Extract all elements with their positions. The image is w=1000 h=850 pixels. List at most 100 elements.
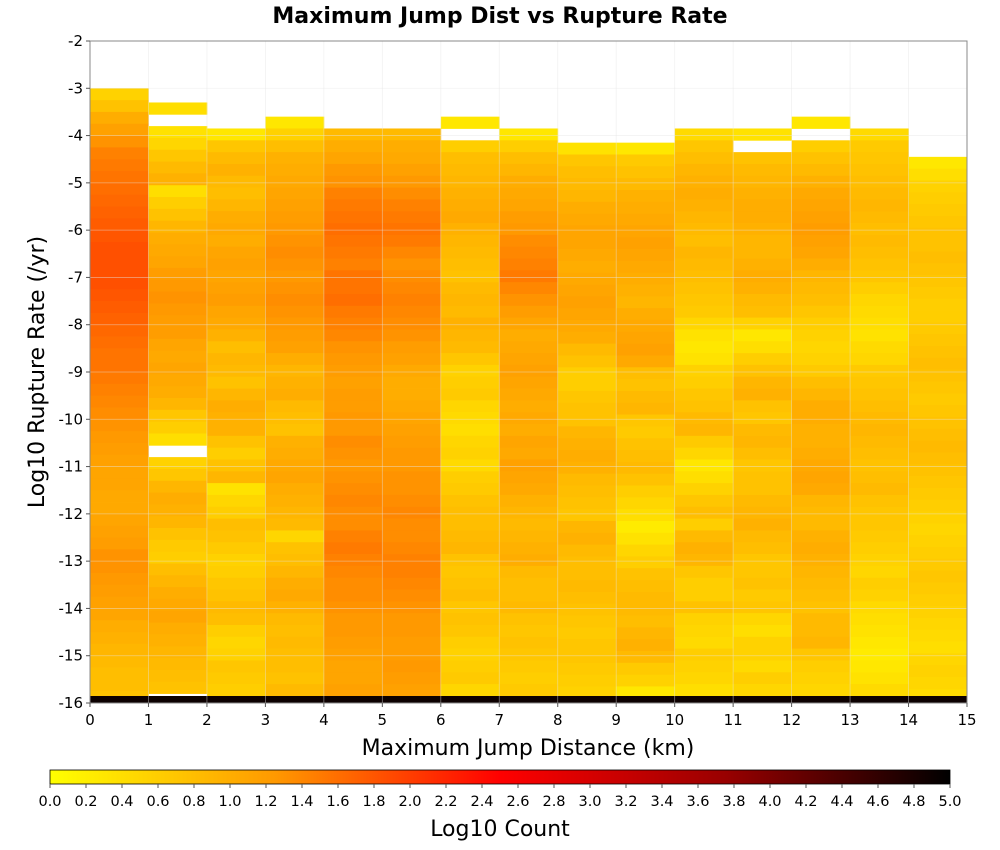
heatmap-cell [616,485,676,498]
heatmap-cell [148,374,208,387]
heatmap-cell [265,400,325,413]
heatmap-cell [265,258,325,271]
heatmap-cell [206,518,266,531]
heatmap-cell [206,400,266,413]
heatmap-cell [557,237,617,250]
heatmap-cell [733,577,792,590]
heatmap-cell [791,116,851,129]
heatmap-cell [850,518,909,531]
heatmap-cell [733,258,792,271]
heatmap-cell [148,149,208,162]
heatmap-cell [616,509,676,522]
colorbar-tick-label: 2.8 [542,794,565,810]
heatmap-cell [499,471,559,484]
heatmap-cell [323,341,383,354]
x-tick-label: 0 [85,711,95,729]
heatmap-cell [90,383,149,397]
heatmap-cell [733,329,792,342]
heatmap-cell [850,589,909,602]
heatmap-cell [206,270,266,283]
heatmap-cell [850,400,909,413]
heatmap-cell [616,615,676,628]
heatmap-cell [323,672,383,685]
heatmap-cell [148,126,208,139]
y-axis-ticks: -2 -3 -4 -5 -6 -7 -8 -9 -10 -11 -12 -13 -14 -15 -16 [59,32,90,712]
heatmap-cell [850,577,909,590]
heatmap-cell [206,317,266,330]
colorbar-tick-label: 0.2 [74,794,97,810]
heatmap-cell [674,660,734,673]
heatmap-cell [733,246,792,259]
heatmap-cell [908,322,968,335]
heatmap-cell [90,312,149,326]
heatmap-bottom-row [90,696,967,703]
heatmap-cell [791,601,851,614]
heatmap-cell [440,353,500,366]
heatmap-cell [733,128,792,141]
heatmap-cell [499,483,559,496]
heatmap-cell [382,187,442,200]
heatmap-cell [382,305,442,319]
heatmap-cell [440,234,500,248]
heatmap-cell [733,636,792,650]
heatmap-cell [265,293,325,307]
heatmap-cell [382,223,442,236]
heatmap-cell [90,502,149,515]
colorbar-tick-label: 0.0 [38,794,61,810]
heatmap-cell [616,308,676,321]
heatmap-cell [323,589,383,602]
heatmap-cell [850,565,909,579]
heatmap-cell [382,518,442,531]
heatmap-cell [90,584,149,598]
heatmap-cell [265,613,325,626]
heatmap-cell [791,388,851,401]
heatmap-cell [733,624,792,638]
heatmap-cell [557,686,617,699]
heatmap-cell [674,234,734,248]
heatmap-cell [499,293,559,307]
heatmap-cell [382,542,442,555]
heatmap-cell [674,270,734,283]
heatmap-cell [206,282,266,295]
heatmap-cell [791,494,851,508]
heatmap-cell [733,223,792,236]
heatmap-cell [148,338,208,352]
heatmap-cell [791,518,851,531]
heatmap-cell [499,152,559,165]
heatmap-cell [616,331,676,345]
heatmap-cell [382,601,442,614]
heatmap-cell [674,577,734,590]
heatmap-cell [850,305,909,319]
heatmap-cell [850,163,909,177]
heatmap-cell [148,267,208,281]
heatmap-cell [265,305,325,319]
heatmap-cell [90,241,149,255]
heatmap-cell [733,282,792,295]
heatmap-cell [148,551,208,564]
heatmap-cell [791,613,851,626]
x-tick-label: 3 [261,711,271,729]
heatmap-cell [733,341,792,354]
heatmap-cell [557,178,617,191]
heatmap-cell [791,199,851,212]
heatmap-cell [440,305,500,319]
heatmap-cell [90,348,149,361]
heatmap-cell [791,329,851,342]
heatmap-cell [616,367,676,380]
heatmap-cell [265,364,325,378]
heatmap-cell [206,128,266,141]
y-tick-label: -15 [59,647,84,665]
heatmap-cell [206,530,266,543]
heatmap-cell [90,147,149,160]
heatmap-cell [440,388,500,401]
heatmap-cell [148,528,208,541]
heatmap-cell [323,459,383,472]
heatmap-cell [733,483,792,496]
heatmap-cell [90,454,149,467]
heatmap-cell [148,386,208,399]
heatmap-cell [382,329,442,342]
x-tick-label: 10 [665,711,684,729]
heatmap-cell [791,223,851,236]
heatmap-cell [499,684,559,697]
heatmap-cell [90,100,149,113]
